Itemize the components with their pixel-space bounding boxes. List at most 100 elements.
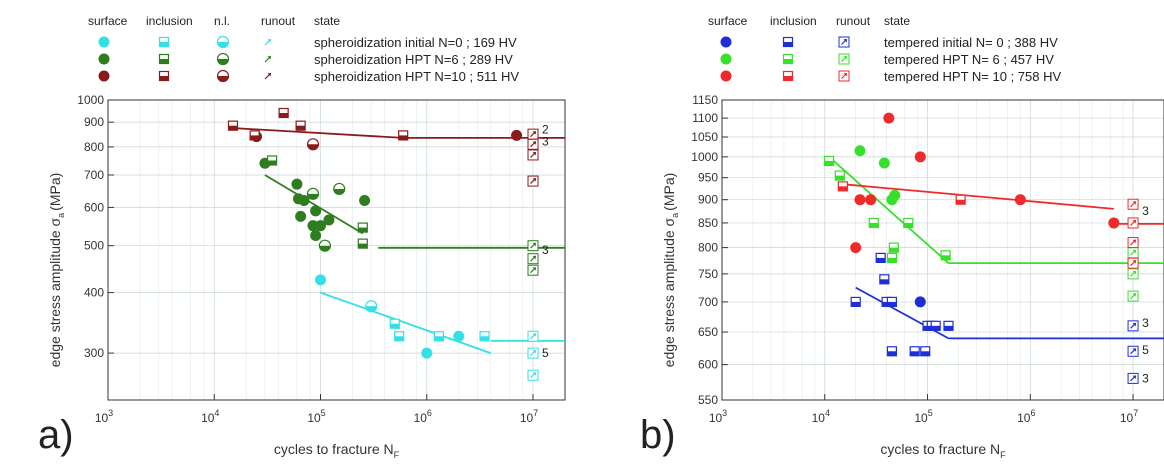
surface-point [850, 242, 862, 254]
inclusion-point [903, 217, 914, 229]
series-2 [227, 107, 565, 187]
x-tick-label: 104 [201, 408, 219, 425]
runout-point [1127, 198, 1139, 210]
runout-point [1127, 268, 1139, 280]
surface-point [914, 296, 926, 308]
x-tick-label: 106 [414, 408, 432, 425]
x-axis-title-sub: F [394, 450, 400, 460]
chart-panel-a: 103 104 105 106 1073004005006007008009001000… [38, 14, 566, 460]
inclusion-point [158, 70, 170, 82]
inclusion-point [850, 296, 861, 308]
y-tick-label: 500 [84, 239, 104, 253]
x-tick-exponent: 4 [825, 408, 830, 418]
x-axis-title: cycles to fracture NF [274, 441, 400, 460]
surface-point [1014, 194, 1026, 206]
inclusion-point [394, 331, 405, 342]
nl-point [365, 300, 378, 313]
legend-header: state [314, 14, 340, 28]
x-tick-base: 10 [414, 411, 428, 425]
y-axis-title-sub: a [56, 213, 66, 218]
legend-header: runout [261, 14, 296, 28]
panel-label: b) [640, 413, 676, 457]
runout-point [527, 175, 539, 187]
surface-point [98, 36, 110, 48]
legend-runout-icon [267, 73, 271, 77]
runout-point [1127, 217, 1139, 229]
inclusion-point [823, 155, 835, 167]
inclusion-point [389, 318, 400, 329]
inclusion-point [909, 346, 920, 357]
legend-entry-text: tempered HPT N= 6 ; 457 HV [884, 52, 1054, 67]
nl-point [306, 138, 320, 151]
legend: surface inclusion n.l. runout state spheroidi… [88, 14, 519, 84]
runout-point [838, 70, 850, 82]
runout-point [1127, 345, 1139, 357]
surface-point [359, 194, 371, 206]
inclusion-point [158, 36, 170, 48]
runout-count-label: 3 [1142, 371, 1149, 385]
inclusion-point [920, 346, 931, 357]
y-tick-label: 800 [84, 140, 104, 154]
x-tick-label: 105 [914, 408, 932, 425]
y-axis-title: edge stress amplitude σa (MPa) [661, 173, 680, 368]
runout-count-label: 3 [542, 135, 549, 149]
legend-entry-text: tempered initial N= 0 ; 388 HV [884, 35, 1058, 50]
y-axis-title-sub: a [670, 213, 680, 218]
x-tick-exponent: 6 [427, 408, 432, 418]
surface-point [720, 53, 732, 65]
surface-point [914, 151, 926, 163]
inclusion-point [955, 194, 966, 205]
grid-lines [107, 99, 565, 400]
legend-header: state [884, 14, 910, 28]
fit-line [842, 183, 1114, 210]
y-tick-label: 900 [698, 193, 718, 207]
nl-point [216, 35, 230, 49]
y-tick-label: 800 [698, 241, 718, 255]
runout-point [1127, 247, 1139, 259]
nl-point [216, 69, 230, 83]
x-tick-label: 105 [307, 408, 325, 425]
x-tick-label: 103 [709, 408, 727, 425]
surface-point [98, 53, 110, 65]
x-tick-label: 107 [1120, 408, 1138, 425]
inclusion-point [940, 250, 951, 261]
runout-point [527, 128, 539, 140]
inclusion-point [930, 320, 941, 331]
y-axis-title-unit: (MPa) [47, 173, 63, 211]
runout-point [527, 330, 539, 342]
legend-header: inclusion [146, 14, 193, 28]
inclusion-point [357, 238, 368, 249]
y-tick-label: 700 [698, 295, 718, 309]
runout-point [527, 264, 539, 276]
x-tick-base: 10 [307, 411, 321, 425]
x-tick-base: 10 [812, 411, 826, 425]
runout-point [838, 53, 850, 65]
inclusion-point [249, 130, 260, 141]
plot-frame [107, 99, 566, 401]
series-0 [315, 274, 565, 381]
inclusion-point [266, 155, 278, 166]
surface-point [298, 194, 310, 206]
runout-count-label: 3 [1142, 316, 1149, 330]
nl-point [333, 182, 346, 196]
x-axis-title: cycles to fracture NF [880, 441, 1006, 460]
inclusion-point [834, 170, 845, 181]
y-tick-label: 950 [698, 171, 718, 185]
inclusion-point [158, 53, 170, 65]
legend-entry-text: spheroidization HPT N=6 ; 289 HV [314, 52, 513, 67]
surface-point [878, 157, 890, 169]
y-tick-label: 400 [84, 286, 104, 300]
inclusion-point [295, 120, 306, 131]
runout-count-label: 3 [542, 243, 549, 257]
legend-header: surface [88, 14, 128, 28]
y-tick-label: 1000 [77, 93, 104, 107]
runout-point [527, 149, 539, 161]
y-axis-title-unit: (MPa) [661, 173, 677, 211]
runout-count-label: 5 [542, 346, 549, 360]
runout-point [1127, 237, 1139, 249]
y-tick-label: 1050 [691, 130, 718, 144]
runout-count-label: 3 [1142, 204, 1149, 218]
legend-header: n.l. [214, 14, 230, 28]
surface-point [453, 330, 465, 342]
surface-point [854, 194, 866, 206]
